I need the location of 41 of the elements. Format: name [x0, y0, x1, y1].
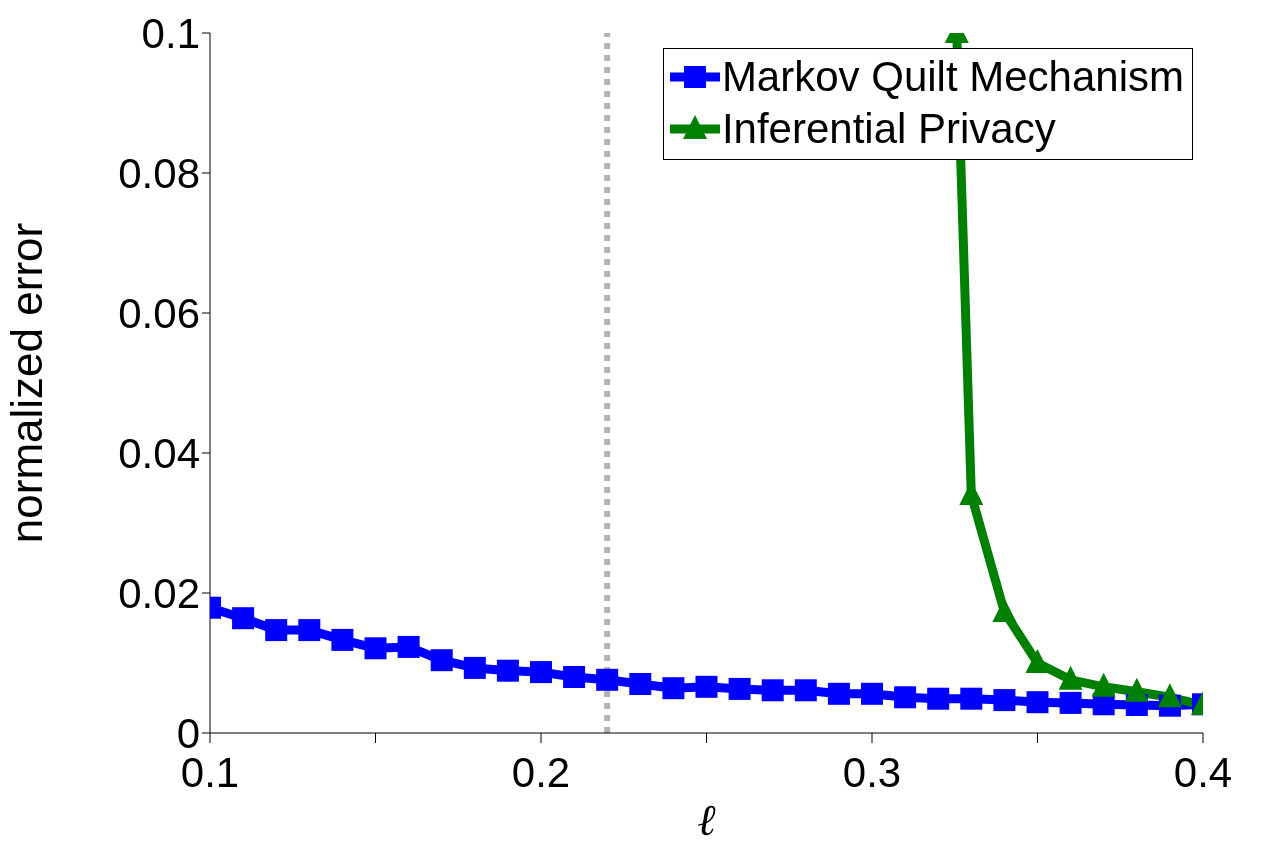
legend-label: Inferential Privacy [721, 104, 1056, 154]
point [463, 656, 486, 679]
y-tick-label: 0.04 [118, 429, 200, 477]
point [430, 649, 453, 672]
x-axis-title: ℓ [697, 796, 717, 845]
y-axis-title: normalized error [1, 222, 51, 544]
x-tick-label: 0.3 [842, 748, 902, 796]
y-tick-label: 0.08 [118, 149, 200, 197]
x-tick-label: 0.4 [1173, 748, 1233, 796]
point [1157, 683, 1182, 708]
y-tick-label: 0.02 [118, 569, 200, 617]
point [331, 628, 354, 651]
x-tick-label: 0.2 [511, 748, 571, 796]
y-tick-label: 0.1 [141, 9, 200, 57]
point [596, 668, 619, 691]
point [1025, 649, 1050, 673]
point [1124, 677, 1149, 702]
point [530, 661, 552, 684]
point [728, 677, 751, 700]
point [960, 687, 983, 710]
point [861, 682, 883, 705]
point [993, 689, 1016, 712]
point [894, 686, 917, 709]
point [397, 635, 420, 658]
point [1026, 691, 1049, 714]
legend-label: Markov Quilt Mechanism [721, 52, 1184, 102]
point [232, 607, 255, 630]
point [298, 619, 321, 642]
point [364, 637, 387, 660]
point [927, 687, 950, 710]
point [761, 679, 784, 702]
y-tick-label: 0.06 [118, 289, 200, 337]
point [1059, 691, 1082, 714]
point [662, 677, 685, 700]
point [695, 675, 718, 698]
point [827, 682, 850, 705]
point [496, 659, 519, 682]
point [265, 619, 288, 642]
point [629, 673, 652, 695]
point [563, 666, 586, 688]
point [794, 679, 817, 702]
